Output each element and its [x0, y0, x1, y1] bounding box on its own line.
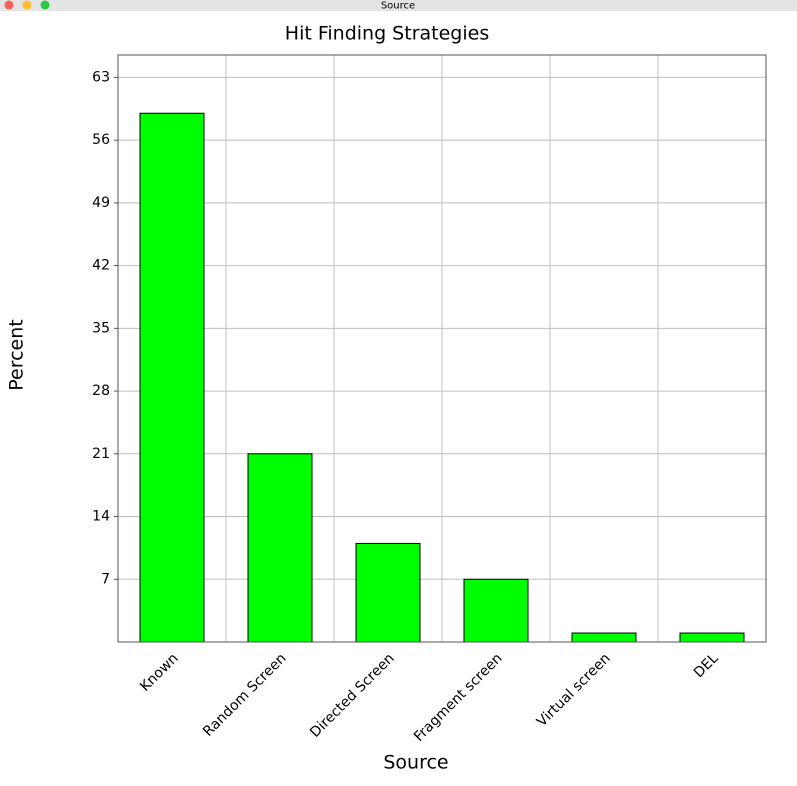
x-tick-label: DEL: [691, 650, 722, 681]
x-tick-label: Directed Screen: [307, 650, 398, 741]
chart-title: Hit Finding Strategies: [285, 23, 489, 45]
bar: [139, 112, 205, 643]
bar: [463, 578, 529, 643]
bar: [679, 632, 745, 643]
x-tick-label: Virtual screen: [534, 650, 614, 730]
bar: [247, 453, 313, 643]
bar: [355, 542, 421, 643]
x-tick-label: Known: [137, 650, 182, 695]
close-button[interactable]: [4, 0, 14, 10]
window-title: Source: [381, 1, 415, 12]
plot-border: [117, 54, 767, 643]
title-bar: [0, 0, 797, 11]
bar: [571, 632, 637, 643]
x-tick-label: Random Screen: [200, 650, 289, 739]
minimize-button[interactable]: [22, 0, 32, 10]
y-tick-label: 56: [92, 132, 110, 148]
x-tick-label: Fragment screen: [411, 650, 506, 745]
plot-area: 7 14 21 28 35 42 49 56 63 Known Random Screen Direc…: [92, 54, 767, 745]
y-tick-label: 63: [92, 69, 110, 85]
y-tick-label: 49: [92, 195, 110, 211]
y-tick-label: 14: [92, 509, 110, 525]
y-axis-label: Percent: [6, 319, 28, 391]
y-tick-label: 21: [92, 446, 110, 462]
y-tick-label: 42: [92, 258, 110, 274]
zoom-button[interactable]: [40, 0, 50, 10]
y-tick-label: 35: [92, 320, 110, 336]
y-tick-label: 28: [92, 383, 110, 399]
y-tick-label: 7: [101, 571, 110, 587]
x-axis-label: Source: [383, 752, 448, 774]
